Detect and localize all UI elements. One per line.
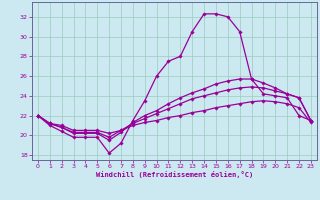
X-axis label: Windchill (Refroidissement éolien,°C): Windchill (Refroidissement éolien,°C) bbox=[96, 171, 253, 178]
